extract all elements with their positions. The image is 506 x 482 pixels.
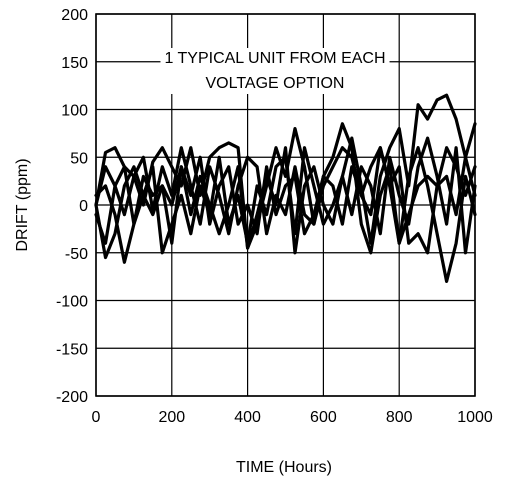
x-axis-label: TIME (Hours) <box>236 459 332 476</box>
y-tick-label: -200 <box>56 389 88 406</box>
y-tick-label: -50 <box>65 246 88 263</box>
x-tick-label: 1000 <box>457 409 493 426</box>
y-tick-label: -100 <box>56 294 88 311</box>
series-line-3 <box>94 122 477 283</box>
x-tick-label: 200 <box>158 409 185 426</box>
series-line-5 <box>94 146 477 245</box>
series-line-2 <box>94 93 477 260</box>
annotation-line-2: VOLTAGE OPTION <box>206 75 345 92</box>
y-tick-label: 100 <box>61 103 88 120</box>
x-tick-labels: 0 200 400 600 800 1000 <box>92 409 493 426</box>
x-tick-label: 800 <box>386 409 413 426</box>
x-tick-label: 400 <box>234 409 261 426</box>
y-tick-label: 50 <box>70 150 88 167</box>
x-tick-label: 600 <box>310 409 337 426</box>
annotation-line-1: 1 TYPICAL UNIT FROM EACH <box>164 50 385 67</box>
y-tick-label: 0 <box>79 198 88 215</box>
series-layer <box>94 93 477 283</box>
plot-frame <box>95 13 476 397</box>
y-tick-label: -150 <box>56 341 88 358</box>
annotation-background <box>160 48 390 94</box>
y-tick-label: 150 <box>61 55 88 72</box>
y-tick-label: 200 <box>61 7 88 24</box>
y-tick-labels: -200 -150 -100 -50 0 50 100 150 200 <box>56 7 88 406</box>
x-tick-label: 0 <box>92 409 101 426</box>
annotation-box: 1 TYPICAL UNIT FROM EACH VOLTAGE OPTION <box>160 48 390 94</box>
series-line-1 <box>94 127 477 255</box>
y-axis-label: DRIFT (ppm) <box>14 158 31 251</box>
